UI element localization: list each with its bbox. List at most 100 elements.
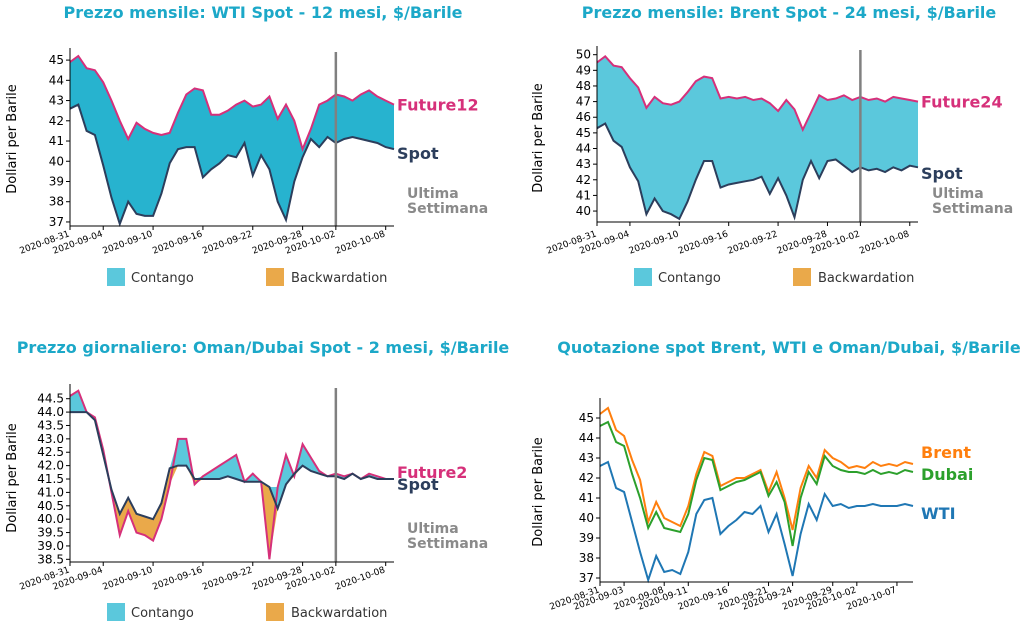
y-tick-label: 37 — [49, 215, 64, 229]
legend-backwardation-label: Backwardation — [818, 271, 914, 286]
spread-chart-2: 44.544.043.543.042.542.041.541.040.540.0… — [5, 338, 509, 621]
series-line-dubai — [599, 420, 914, 547]
ultima-label: Ultima — [932, 186, 984, 202]
contango-area — [597, 56, 918, 219]
spot-end-label: Spot — [397, 144, 439, 163]
x-tick-label: 2020-09-22 — [201, 229, 254, 256]
y-tick-label: 41 — [579, 491, 594, 505]
brent-end-label: Brent — [921, 443, 971, 462]
settimana-label: Settimana — [407, 536, 488, 552]
spot-end-label: Spot — [397, 475, 439, 494]
future-end-label: Future12 — [397, 96, 479, 115]
legend-contango-label: Contango — [658, 271, 721, 286]
chart-title: Prezzo giornaliero: Oman/Dubai Spot - 2 … — [17, 338, 510, 357]
y-tick-label: 40 — [579, 511, 594, 525]
x-tick-label: 2020-10-08 — [858, 229, 911, 256]
y-tick-label: 46 — [576, 110, 591, 124]
contango-area — [70, 390, 394, 520]
y-tick-label: 43 — [579, 451, 594, 465]
y-tick-label: 43.5 — [37, 418, 64, 432]
dubai-end-label: Dubai — [921, 465, 973, 484]
y-tick-label: 40 — [576, 204, 591, 218]
y-tick-label: 43 — [49, 94, 64, 108]
legend-backwardation-swatch — [793, 268, 811, 286]
x-tick-label: 2020-09-10 — [628, 229, 681, 256]
spot-line — [596, 122, 919, 221]
chart-title: Quotazione spot Brent, WTI e Oman/Dubai,… — [557, 338, 1021, 357]
future-line — [69, 54, 395, 153]
y-tick-label: 40.5 — [37, 499, 64, 513]
legend-contango-label: Contango — [131, 606, 194, 621]
spot-comparison-chart: 4544434241403938372020-08-312020-09-0320… — [531, 338, 1021, 613]
y-tick-label: 37 — [579, 571, 594, 585]
legend-contango-swatch — [634, 268, 652, 286]
y-tick-label: 45 — [49, 53, 64, 67]
y-tick-label: 40.0 — [37, 512, 64, 526]
future-end-label: Future24 — [921, 93, 1003, 112]
y-tick-label: 42 — [49, 114, 64, 128]
y-tick-label: 44.5 — [37, 392, 64, 406]
x-tick-label: 2020-09-16 — [151, 565, 204, 592]
legend-contango-swatch — [107, 268, 125, 286]
x-tick-label: 2020-09-10 — [102, 229, 155, 256]
y-tick-label: 44.0 — [37, 405, 64, 419]
y-tick-label: 41 — [49, 134, 64, 148]
legend-contango-label: Contango — [131, 271, 194, 286]
y-tick-label: 41 — [576, 188, 591, 202]
x-tick-label: 2020-10-08 — [334, 565, 387, 592]
future-line — [69, 389, 394, 560]
y-tick-label: 39 — [579, 531, 594, 545]
y-tick-label: 38 — [579, 551, 594, 565]
series-line-brent — [599, 406, 914, 531]
x-tick-label: 2020-09-22 — [201, 565, 254, 592]
y-tick-label: 39.5 — [37, 526, 64, 540]
y-axis-label: Dollari per Barile — [5, 84, 20, 193]
y-tick-label: 47 — [576, 95, 591, 109]
y-tick-label: 38.5 — [37, 552, 64, 566]
settimana-label: Settimana — [407, 201, 488, 217]
spot-end-label: Spot — [921, 164, 963, 183]
wti-end-label: WTI — [921, 504, 956, 523]
spread-chart-1: 50494847464544434241402020-08-312020-09-… — [531, 3, 1013, 286]
y-tick-label: 39 — [49, 174, 64, 188]
y-tick-label: 38 — [49, 195, 64, 209]
y-tick-label: 44 — [49, 73, 64, 87]
y-tick-label: 42.5 — [37, 445, 64, 459]
ultima-label: Ultima — [407, 186, 459, 202]
y-tick-label: 43 — [576, 157, 591, 171]
x-tick-label: 2020-09-16 — [151, 229, 204, 256]
spot-line — [69, 103, 395, 228]
contango-area — [70, 56, 394, 224]
y-tick-label: 42.0 — [37, 459, 64, 473]
y-tick-label: 48 — [576, 79, 591, 93]
future-end-label: Future2 — [397, 463, 467, 482]
x-tick-label: 2020-10-08 — [334, 229, 387, 256]
chart-title: Prezzo mensile: Brent Spot - 24 mesi, $/… — [582, 3, 997, 22]
spot-line — [70, 411, 394, 521]
y-tick-label: 43.0 — [37, 432, 64, 446]
y-tick-label: 42 — [576, 173, 591, 187]
settimana-label: Settimana — [932, 201, 1013, 217]
x-tick-label: 2020-09-16 — [677, 229, 730, 256]
y-tick-label: 39.0 — [37, 539, 64, 553]
legend-contango-swatch — [107, 603, 125, 621]
x-tick-label: 2020-09-10 — [102, 565, 155, 592]
y-tick-label: 42 — [579, 471, 594, 485]
y-tick-label: 44 — [576, 142, 591, 156]
future-line — [596, 54, 919, 133]
legend-backwardation-label: Backwardation — [291, 271, 387, 286]
y-tick-label: 41.0 — [37, 485, 64, 499]
legend-backwardation-swatch — [266, 268, 284, 286]
spread-chart-0: 4544434241403938372020-08-312020-09-0420… — [5, 3, 488, 286]
series-line-wti — [599, 460, 914, 584]
legend-backwardation-label: Backwardation — [291, 606, 387, 621]
legend-backwardation-swatch — [266, 603, 284, 621]
y-tick-label: 45 — [579, 411, 594, 425]
chart-title: Prezzo mensile: WTI Spot - 12 mesi, $/Ba… — [63, 3, 462, 22]
y-tick-label: 49 — [576, 63, 591, 77]
y-tick-label: 41.5 — [37, 472, 64, 486]
y-axis-label: Dollari per Barile — [531, 83, 546, 192]
backwardation-area — [70, 412, 394, 560]
y-tick-label: 45 — [576, 126, 591, 140]
